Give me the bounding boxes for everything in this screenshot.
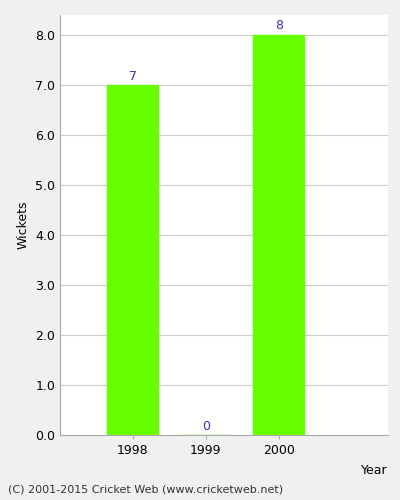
Text: Year: Year xyxy=(361,464,388,477)
Text: 0: 0 xyxy=(202,420,210,432)
Bar xyxy=(253,35,304,435)
Bar xyxy=(107,85,158,435)
Text: 8: 8 xyxy=(275,20,283,32)
Text: (C) 2001-2015 Cricket Web (www.cricketweb.net): (C) 2001-2015 Cricket Web (www.cricketwe… xyxy=(8,485,283,495)
Y-axis label: Wickets: Wickets xyxy=(16,200,30,249)
Text: 7: 7 xyxy=(129,70,137,82)
